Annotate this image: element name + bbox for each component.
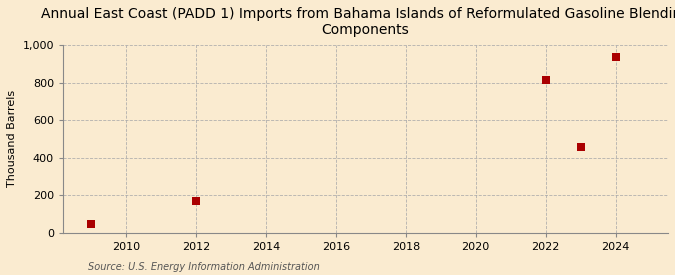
Y-axis label: Thousand Barrels: Thousand Barrels (7, 90, 17, 188)
Point (540, 78, 551, 83)
Point (86, 222, 97, 226)
Title: Annual East Coast (PADD 1) Imports from Bahama Islands of Reformulated Gasoline : Annual East Coast (PADD 1) Imports from … (41, 7, 675, 37)
Point (190, 199, 201, 203)
Text: Source: U.S. Energy Information Administration: Source: U.S. Energy Information Administ… (88, 262, 319, 272)
Point (610, 55, 621, 60)
Point (575, 145, 586, 150)
